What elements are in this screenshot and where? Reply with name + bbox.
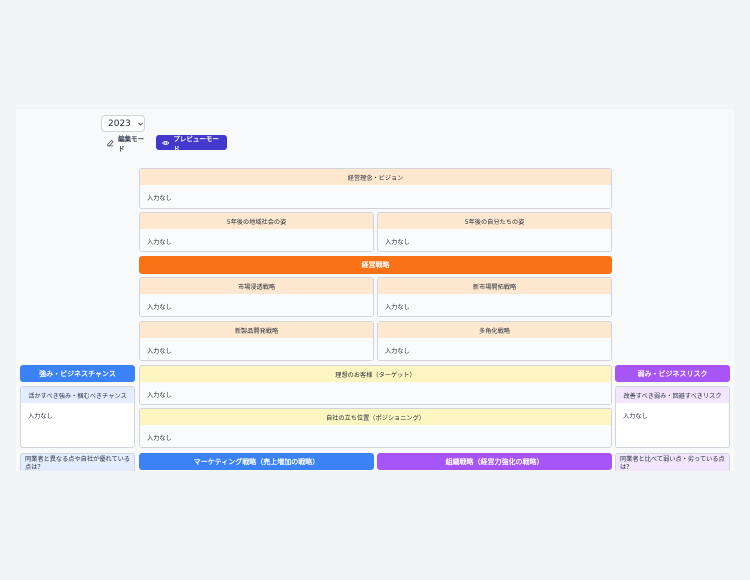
eye-icon (162, 140, 170, 145)
future-community-title: 5年後の地域社会の姿 (140, 213, 373, 229)
market-development-title: 新市場開拓戦略 (378, 278, 611, 294)
ideal-customer-value[interactable]: 入力なし (140, 382, 611, 404)
preview-mode-label: プレビューモード (173, 134, 219, 153)
product-development-title: 新製品開発戦略 (140, 322, 373, 338)
organization-strategy-header: 組織戦略（経営力強化の戦略） (377, 453, 612, 470)
weaknesses-card: 改善すべき弱み・回避すべきリスク 入力なし (615, 386, 730, 448)
weaknesses-question: 同業者と比べて弱い点・劣っている点は？ (616, 454, 729, 471)
future-self-card: 5年後の自分たちの姿 入力なし (377, 212, 612, 252)
ideal-customer-card: 理想のお客様（ターゲット） 入力なし (139, 365, 612, 405)
strengths-header: 強み・ビジネスチャンス (20, 365, 135, 382)
market-penetration-card: 市場浸透戦略 入力なし (139, 277, 374, 317)
ideal-customer-title: 理想のお客様（ターゲット） (140, 366, 611, 382)
preview-mode-button[interactable]: プレビューモード (156, 134, 227, 153)
market-development-card: 新市場開拓戦略 入力なし (377, 277, 612, 317)
chevron-down-icon (138, 122, 143, 126)
product-development-card: 新製品開発戦略 入力なし (139, 321, 374, 361)
diversification-value[interactable]: 入力なし (378, 338, 611, 360)
positioning-value[interactable]: 入力なし (140, 425, 611, 447)
product-development-value[interactable]: 入力なし (140, 338, 373, 360)
future-community-card: 5年後の地域社会の姿 入力なし (139, 212, 374, 252)
strengths-question-card: 同業者と異なる点や自社が優れている点は？ (20, 453, 135, 471)
weaknesses-sub-title: 改善すべき弱み・回避すべきリスク (616, 387, 729, 403)
marketing-strategy-header: マーケティング戦略（売上増加の戦略） (139, 453, 374, 470)
weaknesses-question-card: 同業者と比べて弱い点・劣っている点は？ (615, 453, 730, 471)
diversification-title: 多角化戦略 (378, 322, 611, 338)
edit-icon (107, 139, 114, 146)
strengths-value[interactable]: 入力なし (21, 403, 134, 428)
strategy-map-panel: 2023 編集モード プレビューモード 経営理念・ビジョン 入力なし 5年後の地… (16, 109, 734, 471)
future-self-title: 5年後の自分たちの姿 (378, 213, 611, 229)
year-value: 2023 (108, 118, 131, 129)
philosophy-value[interactable]: 入力なし (140, 185, 611, 208)
philosophy-title: 経営理念・ビジョン (140, 169, 611, 185)
positioning-card: 自社の立ち位置（ポジショニング） 入力なし (139, 408, 612, 448)
philosophy-card: 経営理念・ビジョン 入力なし (139, 168, 612, 209)
edit-mode-label: 編集モード (118, 134, 145, 153)
strategy-header: 経営戦略 (139, 256, 612, 274)
market-penetration-value[interactable]: 入力なし (140, 294, 373, 316)
strengths-question: 同業者と異なる点や自社が優れている点は？ (21, 454, 134, 471)
positioning-title: 自社の立ち位置（ポジショニング） (140, 409, 611, 425)
diversification-card: 多角化戦略 入力なし (377, 321, 612, 361)
future-community-value[interactable]: 入力なし (140, 229, 373, 251)
strengths-card: 活かすべき強み・掴むべきチャンス 入力なし (20, 386, 135, 448)
edit-mode-button[interactable]: 編集モード (101, 134, 153, 153)
year-select[interactable]: 2023 (101, 115, 145, 132)
weaknesses-value[interactable]: 入力なし (616, 403, 729, 428)
future-self-value[interactable]: 入力なし (378, 229, 611, 251)
market-development-value[interactable]: 入力なし (378, 294, 611, 316)
market-penetration-title: 市場浸透戦略 (140, 278, 373, 294)
strengths-sub-title: 活かすべき強み・掴むべきチャンス (21, 387, 134, 403)
weaknesses-header: 弱み・ビジネスリスク (615, 365, 730, 382)
